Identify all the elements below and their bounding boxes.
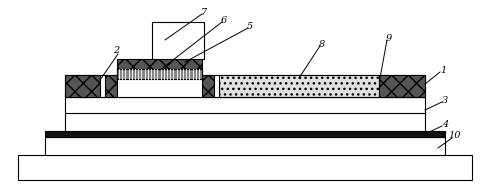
Text: 2: 2 xyxy=(113,45,119,54)
Text: 10: 10 xyxy=(449,131,461,141)
Bar xyxy=(105,75,117,97)
Bar xyxy=(18,155,472,180)
Text: 7: 7 xyxy=(201,7,207,16)
Text: 5: 5 xyxy=(247,22,253,31)
Bar xyxy=(117,69,202,79)
Bar xyxy=(45,131,445,137)
Bar xyxy=(219,75,379,97)
Text: 9: 9 xyxy=(386,33,392,43)
Bar xyxy=(45,137,445,155)
Bar xyxy=(65,75,425,97)
Text: 8: 8 xyxy=(319,40,325,49)
Bar xyxy=(202,75,214,97)
Bar xyxy=(117,69,202,75)
Bar xyxy=(65,75,100,97)
Bar xyxy=(379,75,425,97)
Text: 3: 3 xyxy=(442,96,448,104)
Text: 6: 6 xyxy=(221,15,227,24)
Text: 4: 4 xyxy=(442,120,448,129)
Bar xyxy=(152,22,204,59)
Text: 1: 1 xyxy=(440,66,446,74)
Bar xyxy=(117,59,202,69)
Bar xyxy=(65,97,425,131)
